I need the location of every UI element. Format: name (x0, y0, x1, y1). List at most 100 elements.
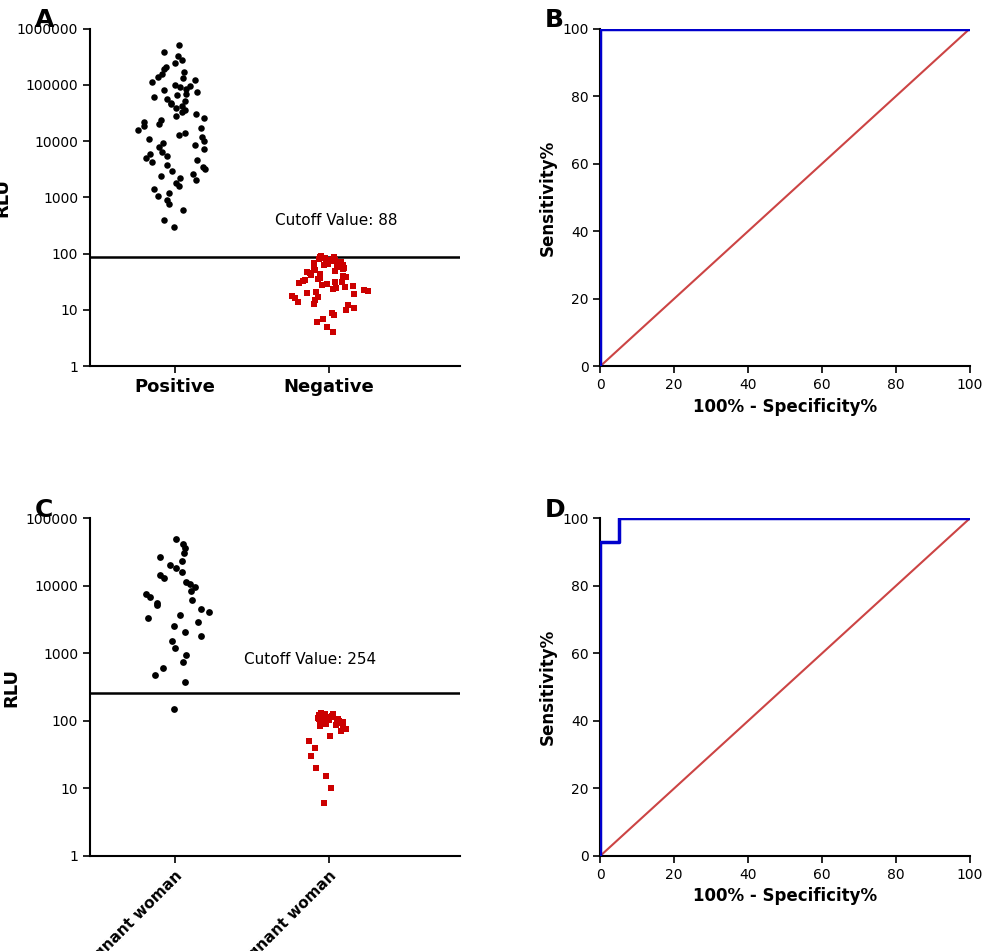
Point (151, 140, 167, 155)
Point (178, 81, 194, 96)
Point (306, 256, 322, 271)
Point (144, 75, 160, 90)
Point (338, 302, 354, 318)
Point (187, 72, 203, 87)
Point (332, 259, 348, 274)
Point (159, 148, 175, 164)
Point (193, 601, 209, 616)
Point (338, 722, 354, 737)
Point (168, 108, 184, 124)
Point (306, 296, 322, 311)
Point (318, 768, 334, 784)
Point (335, 268, 351, 283)
Point (172, 170, 188, 185)
Point (290, 294, 306, 309)
Point (315, 708, 331, 723)
Point (317, 708, 333, 724)
Point (185, 166, 201, 182)
Point (301, 733, 317, 748)
X-axis label: 100% - Specificity%: 100% - Specificity% (693, 887, 877, 905)
Point (313, 706, 329, 721)
Text: D: D (545, 498, 565, 522)
Point (333, 254, 349, 269)
Point (316, 257, 332, 272)
Point (346, 286, 362, 301)
Text: B: B (545, 9, 564, 32)
Point (310, 289, 326, 304)
Point (170, 49, 186, 64)
Point (171, 38, 187, 53)
Point (312, 707, 328, 722)
Point (346, 300, 362, 315)
Point (178, 648, 194, 663)
Point (155, 661, 171, 676)
Point (177, 102, 193, 117)
Point (174, 98, 190, 113)
Point (313, 248, 329, 263)
Y-axis label: Sensitivity%: Sensitivity% (539, 139, 557, 256)
Point (140, 611, 156, 626)
Point (146, 89, 162, 105)
Point (327, 263, 343, 279)
Point (329, 714, 345, 729)
Point (188, 173, 204, 188)
Point (176, 545, 192, 560)
Point (164, 633, 180, 649)
Point (171, 127, 187, 143)
Point (142, 590, 158, 605)
Point (333, 258, 349, 273)
Point (175, 536, 191, 552)
Point (136, 119, 152, 134)
Text: Cutoff Value: 88: Cutoff Value: 88 (275, 213, 397, 228)
Point (309, 315, 325, 330)
Point (156, 62, 172, 77)
Point (308, 761, 324, 776)
Point (154, 144, 170, 159)
Point (177, 540, 193, 555)
Point (159, 192, 175, 207)
Point (175, 203, 191, 218)
Point (319, 254, 335, 269)
Point (312, 249, 328, 264)
Point (335, 714, 351, 729)
Point (177, 674, 193, 689)
Point (356, 282, 372, 298)
Point (333, 724, 349, 739)
Point (166, 219, 182, 234)
Point (168, 531, 184, 546)
Point (164, 164, 180, 179)
Point (172, 608, 188, 623)
Point (152, 549, 168, 564)
Point (319, 320, 335, 335)
Point (310, 710, 326, 726)
Point (335, 258, 351, 273)
Point (177, 93, 193, 108)
Point (150, 188, 166, 204)
Point (318, 256, 334, 271)
Point (325, 281, 341, 296)
Point (182, 79, 198, 94)
Point (320, 255, 336, 270)
Point (193, 121, 209, 136)
Point (161, 197, 177, 212)
Point (138, 587, 154, 602)
Point (335, 720, 351, 735)
Point (312, 718, 328, 733)
Point (287, 291, 303, 306)
Point (291, 276, 307, 291)
Point (312, 712, 328, 728)
Point (144, 155, 160, 170)
Point (138, 150, 154, 165)
Point (156, 212, 172, 227)
Point (329, 715, 345, 730)
Point (196, 110, 212, 126)
Point (184, 592, 200, 608)
Text: A: A (35, 9, 54, 32)
Point (149, 598, 165, 613)
Point (311, 251, 327, 266)
Point (174, 564, 190, 579)
Point (307, 740, 323, 755)
Point (193, 629, 209, 644)
Point (156, 45, 172, 60)
Point (161, 185, 177, 201)
